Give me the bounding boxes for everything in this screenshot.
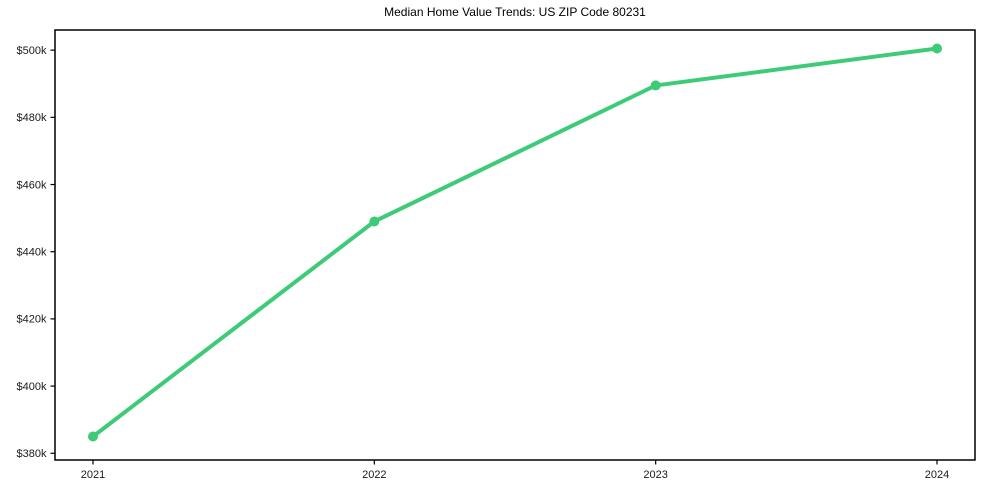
y-tick-label: $440k — [17, 247, 47, 259]
y-tick-label: $460k — [17, 179, 47, 191]
data-point-marker — [932, 43, 943, 54]
plot-border — [54, 29, 976, 461]
y-tick-label: $400k — [17, 381, 47, 393]
data-point-marker — [369, 216, 380, 227]
y-tick-label: $380k — [17, 448, 47, 460]
series-line — [90, 46, 940, 439]
x-tick-label: 2023 — [643, 469, 667, 481]
chart-title: Median Home Value Trends: US ZIP Code 80… — [384, 5, 646, 19]
plot-area: $380k $400k $420k $440k $460k $480k $500k 2021 2… — [17, 29, 976, 481]
x-tick-label: 2022 — [362, 469, 386, 481]
y-tick-label: $480k — [17, 112, 47, 124]
y-tick-label: $500k — [17, 45, 47, 57]
y-tick-label: $420k — [17, 314, 47, 326]
data-point-marker — [87, 431, 98, 442]
x-tick-label: 2024 — [925, 469, 949, 481]
data-point-marker — [650, 80, 661, 91]
x-tick-label: 2021 — [81, 469, 105, 481]
